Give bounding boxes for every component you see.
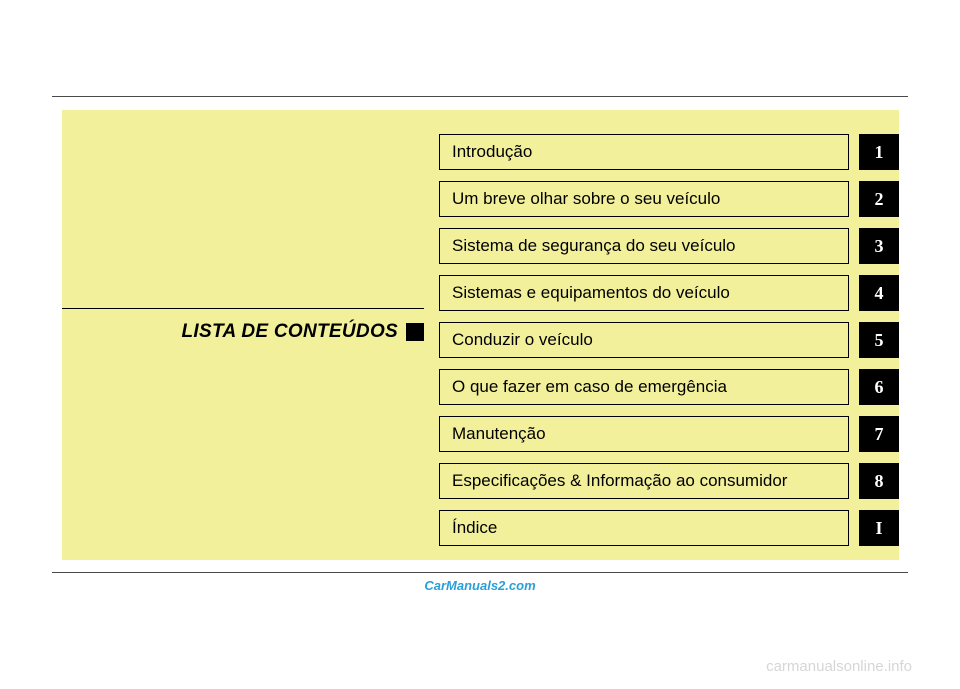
toc-item[interactable]: Introdução <box>439 134 849 170</box>
toc-row: Introdução 1 <box>439 134 899 170</box>
toc-tab[interactable]: I <box>859 510 899 546</box>
toc-item-label: Manutenção <box>452 424 546 444</box>
toc-row: Especificações & Informação ao consumido… <box>439 463 899 499</box>
toc-tab-label: 5 <box>875 330 884 351</box>
toc-tab-label: 7 <box>875 424 884 445</box>
toc-row: Manutenção 7 <box>439 416 899 452</box>
toc-item-label: Sistema de segurança do seu veículo <box>452 236 736 256</box>
toc-tab-label: 3 <box>875 236 884 257</box>
toc-tab[interactable]: 8 <box>859 463 899 499</box>
watermark-center: CarManuals2.com <box>424 578 535 593</box>
toc-item[interactable]: Sistemas e equipamentos do veículo <box>439 275 849 311</box>
toc-row: Sistema de segurança do seu veículo 3 <box>439 228 899 264</box>
toc-item[interactable]: Especificações & Informação ao consumido… <box>439 463 849 499</box>
toc-item-label: O que fazer em caso de emergência <box>452 377 727 397</box>
watermark-bottom: carmanualsonline.info <box>766 658 912 675</box>
toc-tab[interactable]: 5 <box>859 322 899 358</box>
toc-title-marker <box>406 323 424 341</box>
toc-item-label: Sistemas e equipamentos do veículo <box>452 283 730 303</box>
toc-tab-label: 6 <box>875 377 884 398</box>
toc-row: Um breve olhar sobre o seu veículo 2 <box>439 181 899 217</box>
toc-title: LISTA DE CONTEÚDOS <box>181 321 398 343</box>
toc-tab[interactable]: 2 <box>859 181 899 217</box>
toc-tab-label: 8 <box>875 471 884 492</box>
toc-row: Conduzir o veículo 5 <box>439 322 899 358</box>
toc-item-label: Especificações & Informação ao consumido… <box>452 471 787 491</box>
toc-item[interactable]: Sistema de segurança do seu veículo <box>439 228 849 264</box>
toc-row: Índice I <box>439 510 899 546</box>
toc-row: Sistemas e equipamentos do veículo 4 <box>439 275 899 311</box>
toc-item-label: Índice <box>452 518 497 538</box>
toc-tab[interactable]: 6 <box>859 369 899 405</box>
toc-tab[interactable]: 3 <box>859 228 899 264</box>
toc-tab-label: 1 <box>875 142 884 163</box>
toc-row: O que fazer em caso de emergência 6 <box>439 369 899 405</box>
toc-tab[interactable]: 1 <box>859 134 899 170</box>
toc-item[interactable]: Um breve olhar sobre o seu veículo <box>439 181 849 217</box>
toc-tab[interactable]: 7 <box>859 416 899 452</box>
top-rule <box>52 96 908 97</box>
toc-item-label: Conduzir o veículo <box>452 330 593 350</box>
bottom-rule <box>52 572 908 573</box>
toc-list: Introdução 1 Um breve olhar sobre o seu … <box>439 134 899 546</box>
toc-item[interactable]: O que fazer em caso de emergência <box>439 369 849 405</box>
content-panel: LISTA DE CONTEÚDOS Introdução 1 Um breve… <box>62 110 899 560</box>
toc-item-label: Um breve olhar sobre o seu veículo <box>452 189 720 209</box>
toc-item[interactable]: Índice <box>439 510 849 546</box>
toc-item-label: Introdução <box>452 142 532 162</box>
toc-tab[interactable]: 4 <box>859 275 899 311</box>
toc-tab-label: 4 <box>875 283 884 304</box>
toc-tab-label: I <box>875 518 882 539</box>
toc-title-wrap: LISTA DE CONTEÚDOS <box>62 308 424 343</box>
toc-item[interactable]: Manutenção <box>439 416 849 452</box>
toc-tab-label: 2 <box>875 189 884 210</box>
toc-item[interactable]: Conduzir o veículo <box>439 322 849 358</box>
